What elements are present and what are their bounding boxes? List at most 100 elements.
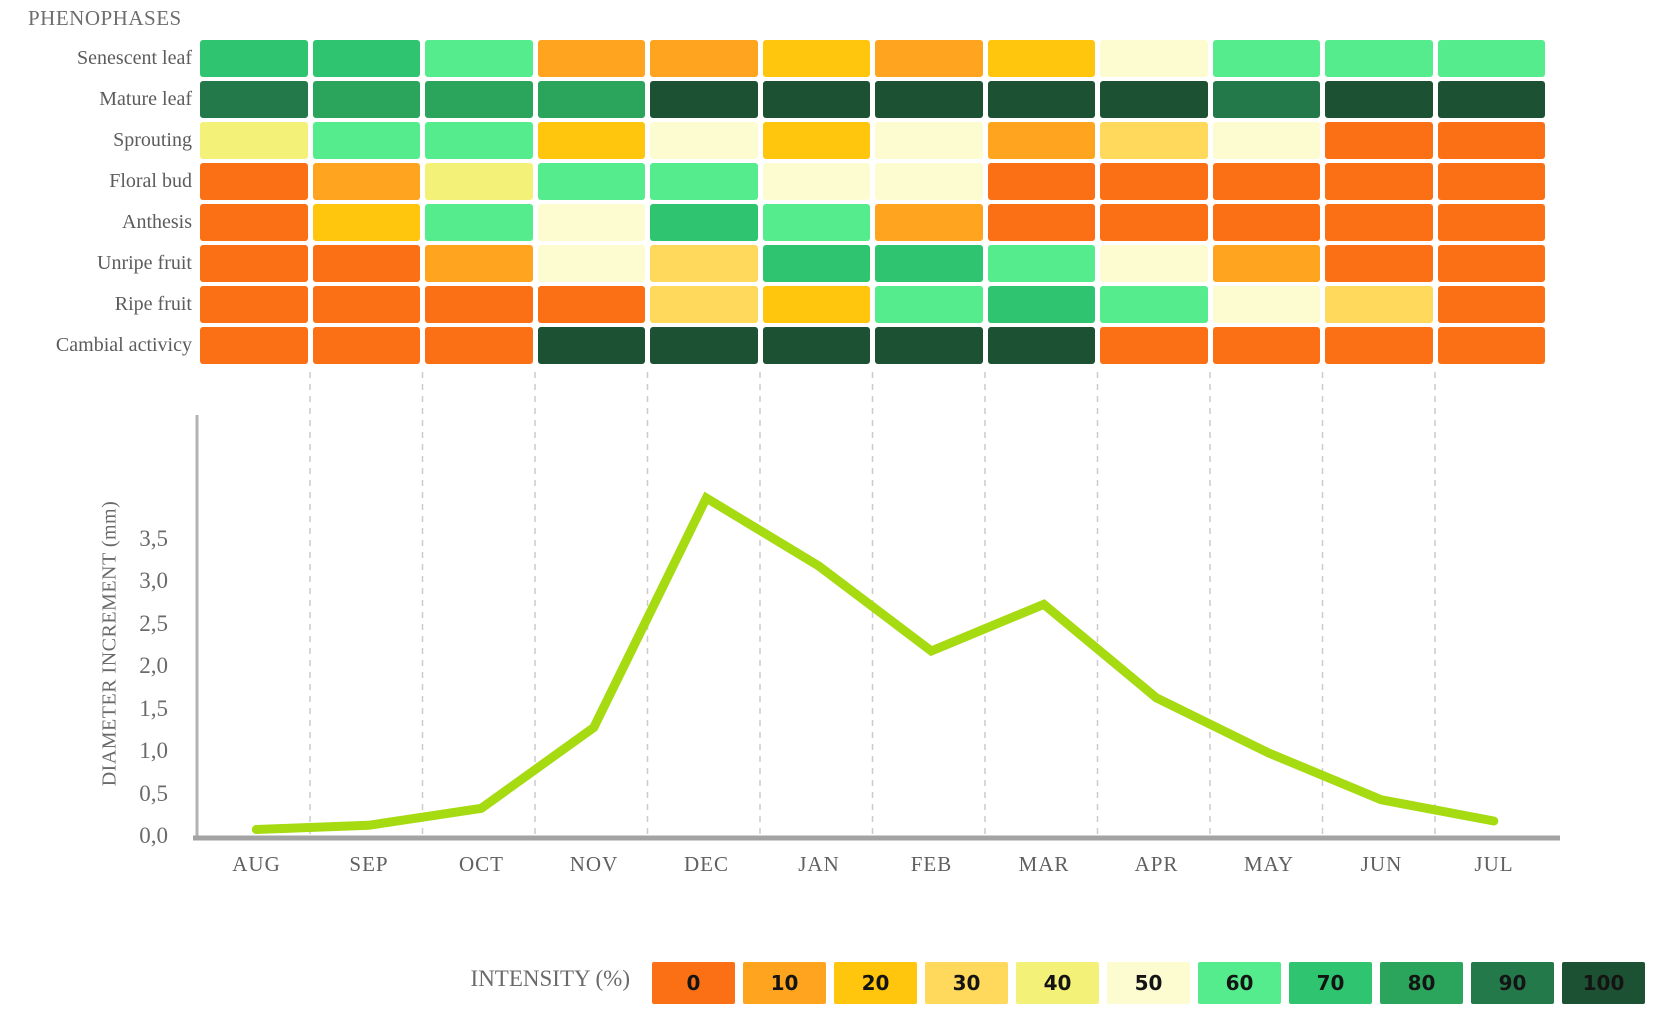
heatmap-cell (312, 40, 420, 77)
heatmap-cell (312, 163, 420, 200)
heatmap-cell (650, 286, 758, 323)
heatmap-cell (1437, 163, 1545, 200)
row-label: Sprouting (113, 129, 192, 151)
heatmap-cell (875, 163, 983, 200)
row-label: Anthesis (122, 211, 192, 233)
legend-swatch: 50 (1107, 962, 1190, 1004)
heatmap-cell (875, 122, 983, 159)
heatmap-cell (1212, 245, 1320, 282)
heatmap-title: PHENOPHASES (28, 6, 182, 30)
heatmap-cell (987, 81, 1095, 118)
legend-swatch: 60 (1198, 962, 1281, 1004)
heatmap-cell (312, 81, 420, 118)
heatmap-cell (537, 286, 645, 323)
heatmap-cell (1212, 286, 1320, 323)
month-label: JUN (1360, 852, 1403, 876)
heatmap-cell (1100, 327, 1208, 364)
heatmap-cell (875, 245, 983, 282)
heatmap-cell (1325, 81, 1433, 118)
heatmap-cell (425, 163, 533, 200)
heatmap-cell (1325, 40, 1433, 77)
heatmap-cell (650, 122, 758, 159)
heatmap-cell (875, 81, 983, 118)
heatmap-cell (762, 40, 870, 77)
month-label: NOV (569, 852, 619, 876)
heatmap-cell (312, 286, 420, 323)
heatmap-cell (1437, 40, 1545, 77)
heatmap-cell (987, 245, 1095, 282)
heatmap-cell (650, 40, 758, 77)
heatmap-cell (650, 204, 758, 241)
heatmap-cell (1212, 122, 1320, 159)
heatmap-cell (1212, 327, 1320, 364)
y-tick-label: 0,0 (139, 823, 168, 848)
heatmap-cell (875, 204, 983, 241)
heatmap-cell (312, 327, 420, 364)
heatmap-cell (987, 327, 1095, 364)
heatmap-cell (875, 327, 983, 364)
heatmap-cell (650, 245, 758, 282)
row-label: Ripe fruit (114, 293, 192, 315)
heatmap-cell (312, 204, 420, 241)
heatmap-cell (1325, 245, 1433, 282)
heatmap-cell (762, 286, 870, 323)
heatmap-cell (1212, 163, 1320, 200)
legend-swatch: 30 (925, 962, 1008, 1004)
heatmap-cell (537, 204, 645, 241)
heatmap-cell (425, 245, 533, 282)
heatmap-cell (987, 204, 1095, 241)
month-label: APR (1134, 852, 1179, 876)
heatmap-cell (312, 122, 420, 159)
legend-swatch: 20 (834, 962, 917, 1004)
heatmap-cell (200, 286, 308, 323)
heatmap-cell (1212, 40, 1320, 77)
heatmap-cell (1212, 81, 1320, 118)
heatmap-cell (1100, 286, 1208, 323)
heatmap-cell (1437, 122, 1545, 159)
month-label: SEP (349, 852, 389, 876)
heatmap-cell (650, 327, 758, 364)
row-label: Mature leaf (99, 88, 192, 110)
y-tick-label: 0,5 (139, 780, 168, 806)
heatmap-cell (1100, 40, 1208, 77)
legend-swatch: 80 (1380, 962, 1463, 1004)
month-label: JUL (1474, 852, 1514, 876)
heatmap-cell (537, 40, 645, 77)
heatmap-cell (762, 163, 870, 200)
heatmap-cell (537, 245, 645, 282)
heatmap-cell (987, 163, 1095, 200)
heatmap-cell (1325, 163, 1433, 200)
heatmap-cell (1100, 122, 1208, 159)
month-label: FEB (910, 852, 953, 876)
heatmap-cell (200, 81, 308, 118)
month-label: DEC (684, 852, 729, 876)
heatmap-cell (1325, 122, 1433, 159)
heatmap-cell (537, 81, 645, 118)
increment-line-series (251, 491, 1499, 834)
heatmap-cell (537, 122, 645, 159)
heatmap-cell (1325, 204, 1433, 241)
heatmap-cell (200, 327, 308, 364)
y-tick-label: 2,0 (139, 653, 168, 678)
heatmap-cell (200, 122, 308, 159)
heatmap-cell (1100, 204, 1208, 241)
heatmap-cell (650, 163, 758, 200)
heatmap-cell (1212, 204, 1320, 241)
heatmap-cell (762, 327, 870, 364)
heatmap-cell (875, 286, 983, 323)
month-label: JAN (798, 852, 840, 876)
heatmap-cell (425, 204, 533, 241)
heatmap-cell (1325, 327, 1433, 364)
heatmap-cell (312, 245, 420, 282)
heatmap-cell (762, 122, 870, 159)
heatmap-cell (1325, 286, 1433, 323)
heatmap-cell (1437, 286, 1545, 323)
heatmap-cell (200, 163, 308, 200)
heatmap-cell (1437, 327, 1545, 364)
row-label: Senescent leaf (77, 47, 192, 69)
heatmap-cell (762, 81, 870, 118)
heatmap-cell (1100, 163, 1208, 200)
heatmap-cell (425, 286, 533, 323)
heatmap-cell (875, 40, 983, 77)
